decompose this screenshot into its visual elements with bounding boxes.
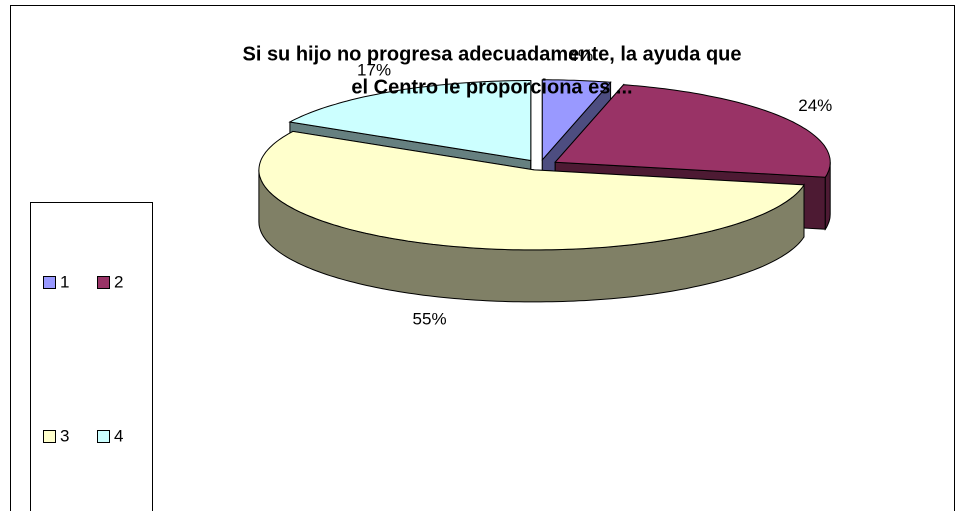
legend: 1 2 3 4 — [43, 272, 123, 445]
slice — [288, 80, 532, 162]
pie: 4% 24% 55% 17% — [258, 46, 832, 328]
chart-title: el Centro le proporciona es ... — [351, 76, 632, 98]
legend-label: 1 — [60, 272, 69, 291]
data-label: 55% — [413, 309, 447, 328]
slice — [258, 130, 805, 251]
data-label: 4% — [569, 46, 594, 65]
data-label: 17% — [357, 60, 391, 79]
legend-swatch — [97, 276, 110, 289]
legend-box — [30, 202, 153, 511]
legend-label: 4 — [114, 426, 123, 445]
legend-swatch — [43, 430, 56, 443]
chart-title: Si su hijo no progresa adecuadamente, la… — [242, 43, 741, 65]
legend-label: 2 — [114, 272, 123, 291]
slice — [554, 84, 831, 178]
legend-swatch — [97, 430, 110, 443]
legend-swatch — [43, 276, 56, 289]
slice — [541, 79, 612, 162]
data-label: 24% — [798, 96, 832, 115]
legend-label: 3 — [60, 426, 69, 445]
